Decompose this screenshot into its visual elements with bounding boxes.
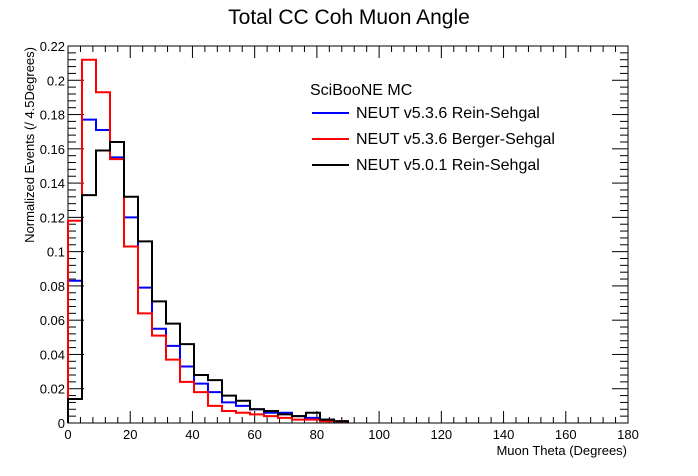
x-axis-title: Muon Theta (Degrees): [496, 443, 627, 458]
x-tick-label: 180: [617, 427, 639, 442]
y-tick-label: 0.08: [40, 279, 65, 294]
x-tick-label: 80: [310, 427, 324, 442]
x-tick-label: 100: [368, 427, 390, 442]
y-tick-label: 0.2: [47, 73, 65, 88]
y-axis-title: Normalized Events (/ 4.5Degrees): [22, 47, 37, 243]
x-tick-label: 140: [493, 427, 515, 442]
series-line-2: [67, 58, 349, 423]
x-tick-label: 120: [430, 427, 452, 442]
chart-title: Total CC Coh Muon Angle: [228, 6, 470, 29]
plot-frame: [67, 45, 629, 424]
y-tick-label: 0.06: [40, 313, 65, 328]
y-tick-label: 0.02: [40, 382, 65, 397]
x-tick-label: 0: [64, 427, 71, 442]
series-line-3: [67, 140, 349, 423]
y-tick-label: 0.16: [40, 142, 65, 157]
x-tick-label: 40: [185, 427, 199, 442]
y-tick-label: 0.1: [47, 245, 65, 260]
x-tick-label: 160: [555, 427, 577, 442]
x-tick-label: 60: [247, 427, 261, 442]
y-tick-label: 0.14: [40, 176, 65, 191]
y-tick-label: 0: [58, 416, 65, 431]
x-tick-label: 20: [123, 427, 137, 442]
legend-label: NEUT v5.3.6 Berger-Sehgal: [356, 131, 555, 148]
y-tick-label: 0.04: [40, 347, 65, 362]
y-tick-label: 0.22: [40, 39, 65, 54]
legend-label: NEUT v5.3.6 Rein-Sehgal: [356, 105, 540, 122]
y-tick-label: 0.12: [40, 210, 65, 225]
y-tick-label: 0.18: [40, 108, 65, 123]
legend-header: SciBooNE MC: [310, 82, 412, 99]
legend-label: NEUT v5.0.1 Rein-Sehgal: [356, 157, 540, 174]
